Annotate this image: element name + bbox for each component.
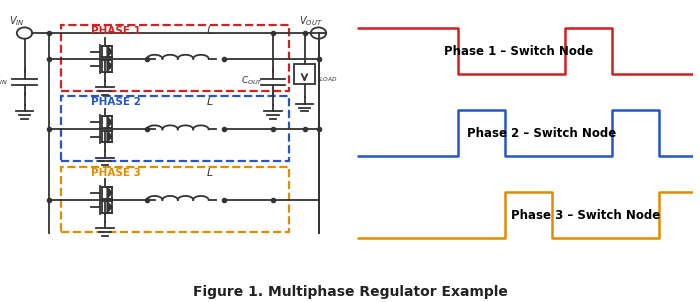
Polygon shape <box>107 187 112 199</box>
Text: L: L <box>206 26 213 36</box>
Text: Phase 3 – Switch Node: Phase 3 – Switch Node <box>511 209 660 222</box>
Text: $V_{IN}$: $V_{IN}$ <box>8 14 24 28</box>
Text: PHASE 3: PHASE 3 <box>91 168 141 178</box>
Polygon shape <box>107 46 112 57</box>
Text: L: L <box>206 97 213 107</box>
Polygon shape <box>107 117 112 128</box>
Text: Figure 1. Multiphase Regulator Example: Figure 1. Multiphase Regulator Example <box>193 285 508 299</box>
Bar <box>294 64 315 84</box>
Text: $C_{OUT}$: $C_{OUT}$ <box>241 74 264 87</box>
Polygon shape <box>107 60 112 72</box>
Text: Phase 1 – Switch Node: Phase 1 – Switch Node <box>444 44 593 58</box>
Text: PHASE 2: PHASE 2 <box>91 97 141 107</box>
Text: $C_{IN}$: $C_{IN}$ <box>0 74 8 87</box>
Text: Phase 2 – Switch Node: Phase 2 – Switch Node <box>467 127 617 140</box>
Polygon shape <box>107 201 112 213</box>
Text: L: L <box>206 168 213 178</box>
Text: $I_{LOAD}$: $I_{LOAD}$ <box>316 72 337 84</box>
Polygon shape <box>107 130 112 142</box>
Text: $V_{OUT}$: $V_{OUT}$ <box>300 14 323 28</box>
Text: PHASE 1: PHASE 1 <box>91 26 141 36</box>
